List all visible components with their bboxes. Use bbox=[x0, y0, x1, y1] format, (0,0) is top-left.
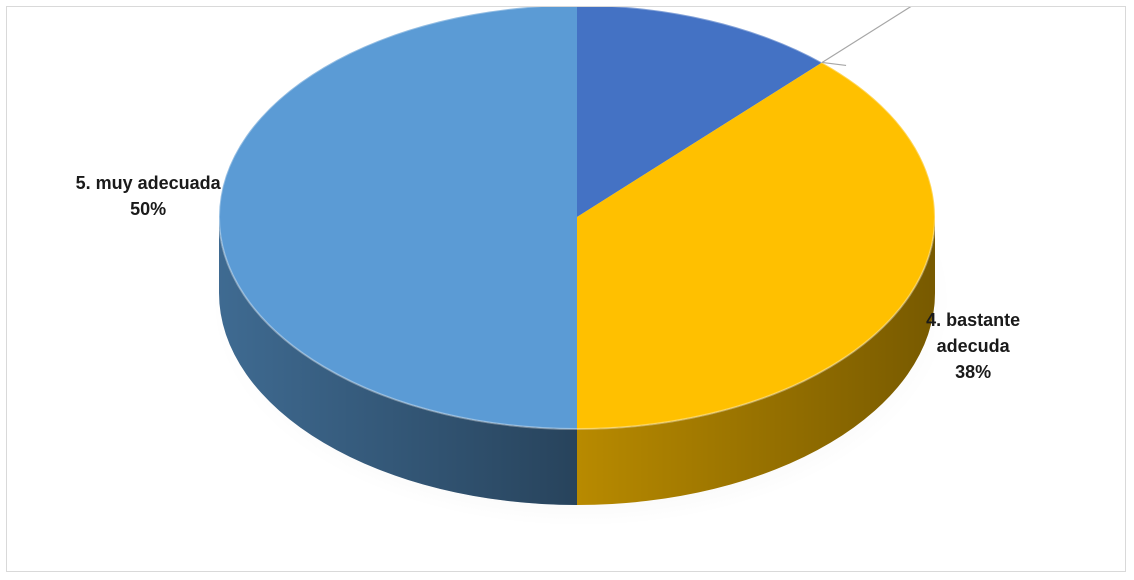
data-labels: 1. no adecuada12%2. poco adecuada0%3. ad… bbox=[76, 173, 1021, 382]
pie-slice-1[interactable] bbox=[577, 7, 823, 217]
pie-tops bbox=[218, 7, 936, 430]
pie-rim bbox=[218, 7, 936, 430]
pie-sides bbox=[219, 217, 935, 505]
data-label-5: 5. muy adecuada 50% bbox=[76, 173, 222, 219]
leader-line-2 bbox=[821, 61, 847, 67]
pie-chart: 1. no adecuada12%2. poco adecuada0%3. ad… bbox=[76, 7, 1021, 527]
leader-line-3 bbox=[821, 7, 912, 63]
pie-slice-4[interactable] bbox=[577, 62, 935, 430]
chart-area: 1. no adecuada12%2. poco adecuada0%3. ad… bbox=[6, 6, 1126, 572]
data-label-4: 4. bastante adecuda 38% bbox=[926, 310, 1020, 382]
pie-slice-5[interactable] bbox=[219, 7, 577, 429]
leader-lines bbox=[821, 7, 912, 67]
pie-side-shade-5 bbox=[219, 217, 577, 505]
pie-side-shade-4 bbox=[577, 217, 935, 505]
